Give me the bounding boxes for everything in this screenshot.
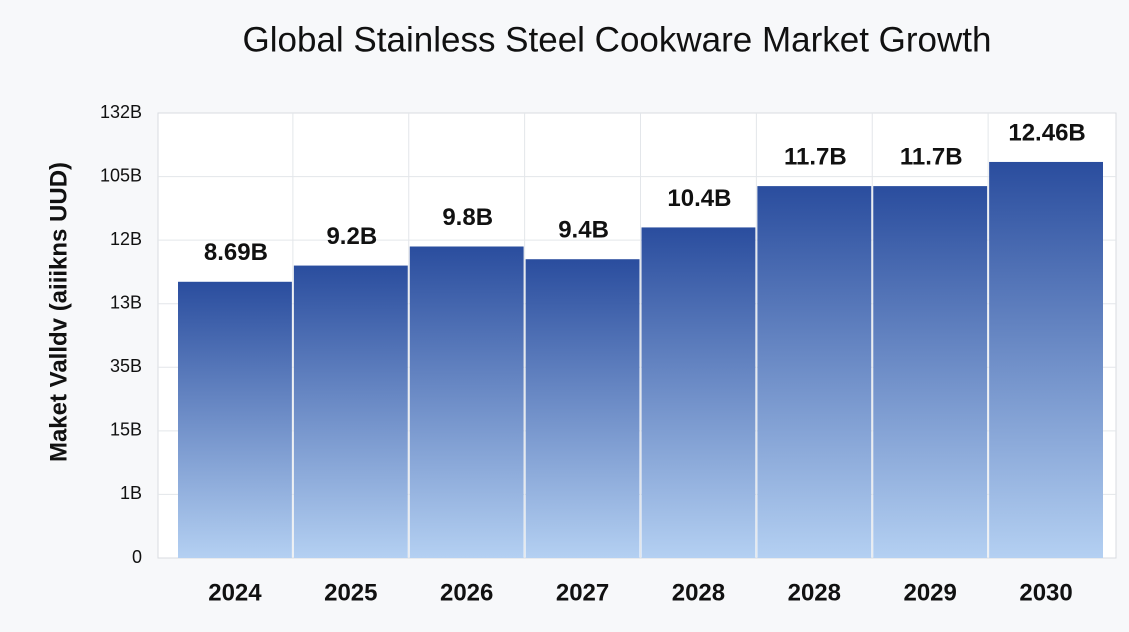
y-tick-label: 0 xyxy=(132,547,142,567)
y-axis-label: Maket Valldv (aiiikns UUD) xyxy=(45,162,72,462)
y-tick-label: 1B xyxy=(120,483,142,503)
chart-title: Global Stainless Steel Cookware Market G… xyxy=(243,20,992,59)
x-tick-label: 2027 xyxy=(556,579,609,606)
value-label: 8.69B xyxy=(204,239,268,266)
y-tick-label: 13B xyxy=(110,292,142,312)
bar xyxy=(409,246,524,558)
value-label: 9.8B xyxy=(442,204,493,231)
y-tick-label: 35B xyxy=(110,356,142,376)
x-tick-label: 2030 xyxy=(1019,579,1072,606)
y-tick-label: 12B xyxy=(110,229,142,249)
value-label: 10.4B xyxy=(667,185,731,212)
value-label: 11.7B xyxy=(900,143,963,170)
x-tick-label: 2028 xyxy=(672,579,725,606)
value-label: 11.7B xyxy=(784,143,847,170)
x-tick-label: 2029 xyxy=(903,579,956,606)
x-tick-label: 2026 xyxy=(440,579,493,606)
bar xyxy=(293,265,408,558)
y-tick-label: 15B xyxy=(110,420,142,440)
bar xyxy=(757,186,872,558)
bar xyxy=(641,227,756,558)
bar xyxy=(178,281,292,558)
x-tick-label: 2025 xyxy=(324,579,377,606)
value-label: 9.2B xyxy=(326,223,377,250)
value-label: 12.46B xyxy=(1008,119,1085,146)
bar xyxy=(989,161,1103,558)
y-tick-label: 105B xyxy=(100,165,142,185)
y-tick-label: 132B xyxy=(100,102,142,122)
x-tick-label: 2024 xyxy=(208,579,262,606)
bar xyxy=(873,186,988,558)
value-label: 9.4B xyxy=(558,217,609,244)
bar xyxy=(525,259,640,558)
x-tick-label: 2028 xyxy=(788,579,841,606)
